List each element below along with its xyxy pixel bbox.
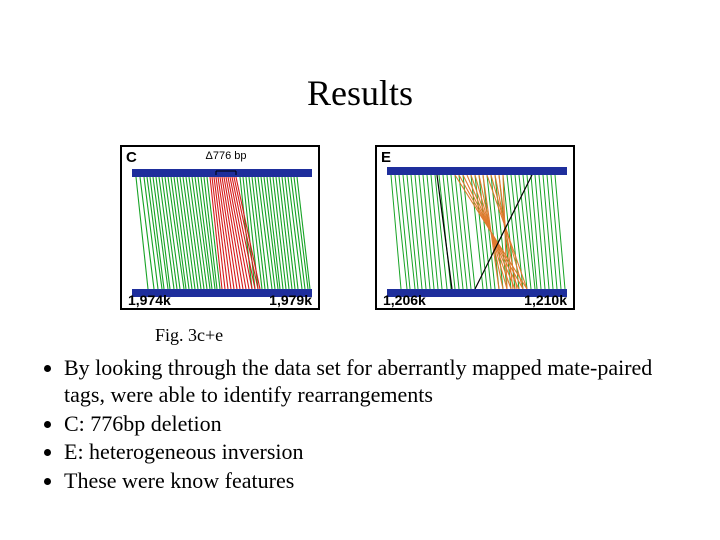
panel-e-xleft: 1,206k [383, 292, 426, 308]
bullet-item: C: 776bp deletion [64, 411, 693, 438]
slide-title: Results [0, 72, 720, 114]
bullet-item: E: heterogeneous inversion [64, 439, 693, 466]
bullet-item: These were know features [64, 468, 693, 495]
panel-c-plot: Δ776 bp [122, 147, 320, 310]
bullet-list: By looking through the data set for aber… [38, 355, 693, 497]
panel-c-xright: 1,979k [269, 292, 312, 308]
panel-e-xright: 1,210k [524, 292, 567, 308]
panel-e-letter: E [381, 149, 391, 166]
panel-e: E 1,206k 1,210k [375, 145, 575, 310]
panel-c: C Δ776 bp 1,974k 1,979k [120, 145, 320, 310]
panel-e-plot [377, 147, 575, 310]
slide: Results C Δ776 bp 1,974k 1,979k E 1,206k… [0, 0, 720, 540]
bullet-item: By looking through the data set for aber… [64, 355, 693, 409]
figure-row: C Δ776 bp 1,974k 1,979k E 1,206k 1,210k [120, 145, 620, 310]
panel-c-letter: C [126, 149, 137, 166]
svg-text:Δ776 bp: Δ776 bp [206, 150, 247, 162]
panel-c-xleft: 1,974k [128, 292, 171, 308]
figure-caption: Fig. 3c+e [155, 325, 223, 346]
